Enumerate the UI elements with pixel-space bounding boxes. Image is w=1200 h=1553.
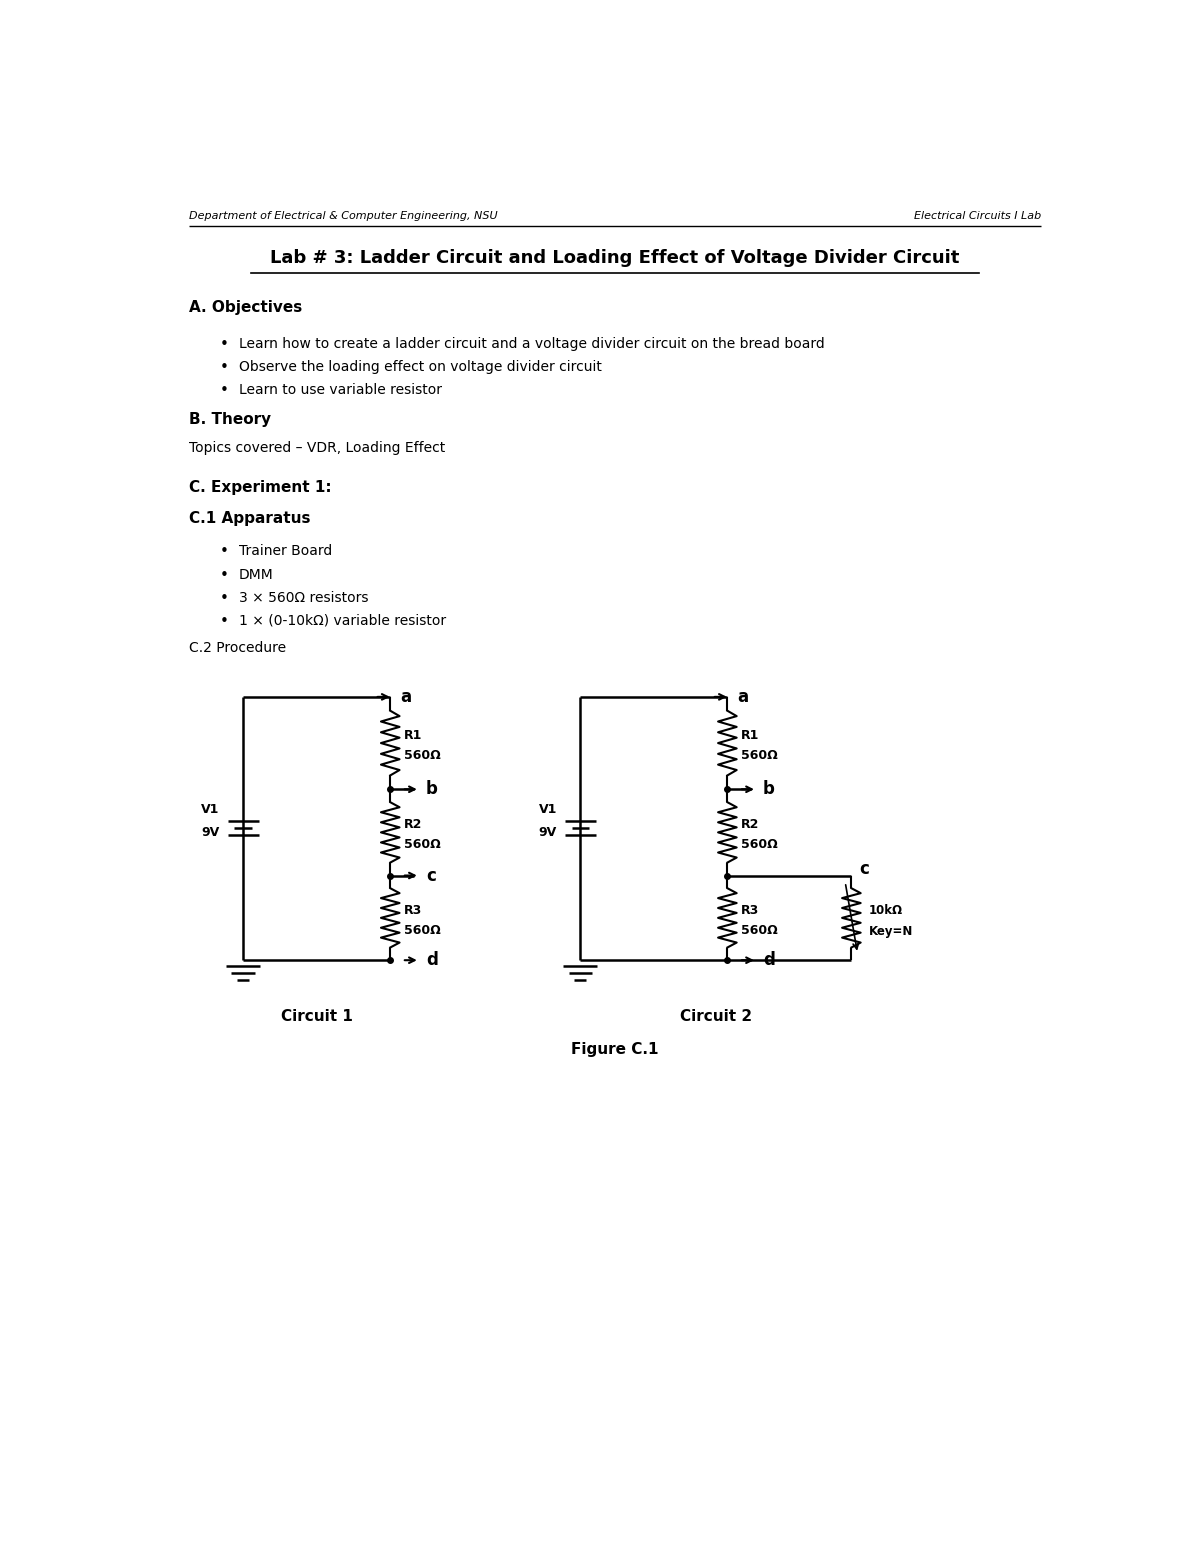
- Text: 560Ω: 560Ω: [404, 924, 440, 936]
- Text: R3: R3: [742, 904, 760, 916]
- Text: 560Ω: 560Ω: [742, 924, 778, 936]
- Text: V1: V1: [539, 803, 557, 815]
- Text: R2: R2: [404, 818, 422, 831]
- Text: 9V: 9V: [202, 826, 220, 839]
- Text: 560Ω: 560Ω: [404, 749, 440, 763]
- Text: d: d: [426, 950, 438, 969]
- Text: R1: R1: [404, 728, 422, 742]
- Text: •: •: [220, 382, 229, 398]
- Text: d: d: [763, 950, 775, 969]
- Text: Topics covered – VDR, Loading Effect: Topics covered – VDR, Loading Effect: [188, 441, 445, 455]
- Text: 9V: 9V: [539, 826, 557, 839]
- Text: Learn how to create a ladder circuit and a voltage divider circuit on the bread : Learn how to create a ladder circuit and…: [239, 337, 824, 351]
- Text: R1: R1: [742, 728, 760, 742]
- Text: 560Ω: 560Ω: [742, 839, 778, 851]
- Text: 560Ω: 560Ω: [404, 839, 440, 851]
- Text: b: b: [426, 780, 438, 798]
- Text: 560Ω: 560Ω: [742, 749, 778, 763]
- Text: 3 × 560Ω resistors: 3 × 560Ω resistors: [239, 590, 368, 604]
- Text: DMM: DMM: [239, 567, 274, 581]
- Text: •: •: [220, 613, 229, 629]
- Text: 1 × (0-10kΩ) variable resistor: 1 × (0-10kΩ) variable resistor: [239, 613, 446, 627]
- Text: Circuit 1: Circuit 1: [281, 1009, 353, 1023]
- Text: b: b: [763, 780, 775, 798]
- Text: •: •: [220, 590, 229, 606]
- Text: •: •: [220, 360, 229, 374]
- Text: V1: V1: [202, 803, 220, 815]
- Text: Key=N: Key=N: [869, 926, 913, 938]
- Text: 10kΩ: 10kΩ: [869, 904, 902, 916]
- Text: c: c: [426, 867, 436, 885]
- Text: a: a: [738, 688, 749, 707]
- Text: A. Objectives: A. Objectives: [188, 300, 302, 315]
- Text: R2: R2: [742, 818, 760, 831]
- Text: Learn to use variable resistor: Learn to use variable resistor: [239, 382, 442, 396]
- Text: Department of Electrical & Computer Engineering, NSU: Department of Electrical & Computer Engi…: [188, 211, 497, 221]
- Text: Lab # 3: Ladder Circuit and Loading Effect of Voltage Divider Circuit: Lab # 3: Ladder Circuit and Loading Effe…: [270, 248, 960, 267]
- Text: Circuit 2: Circuit 2: [679, 1009, 752, 1023]
- Text: a: a: [401, 688, 412, 707]
- Text: •: •: [220, 545, 229, 559]
- Text: R3: R3: [404, 904, 422, 916]
- Text: C.1 Apparatus: C.1 Apparatus: [188, 511, 311, 525]
- Text: C.2 Procedure: C.2 Procedure: [188, 641, 286, 655]
- Text: B. Theory: B. Theory: [188, 412, 271, 427]
- Text: Observe the loading effect on voltage divider circuit: Observe the loading effect on voltage di…: [239, 360, 602, 374]
- Text: Electrical Circuits I Lab: Electrical Circuits I Lab: [914, 211, 1042, 221]
- Text: Trainer Board: Trainer Board: [239, 545, 332, 559]
- Text: •: •: [220, 337, 229, 351]
- Text: •: •: [220, 567, 229, 582]
- Text: c: c: [859, 860, 869, 879]
- Text: C. Experiment 1:: C. Experiment 1:: [188, 480, 331, 495]
- Text: Figure C.1: Figure C.1: [571, 1042, 659, 1058]
